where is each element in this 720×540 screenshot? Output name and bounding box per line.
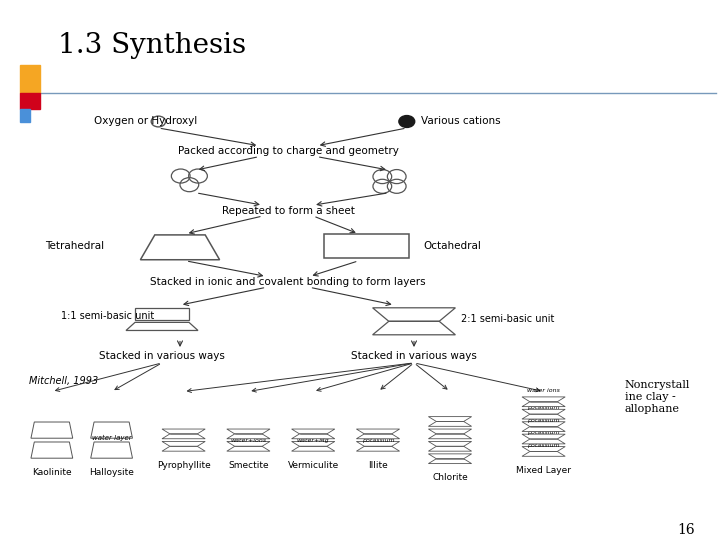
Text: 1.3 Synthesis: 1.3 Synthesis [58,32,246,59]
Polygon shape [91,422,132,438]
Text: Mixed Layer: Mixed Layer [516,466,571,475]
Bar [20,109,30,122]
Text: Stacked in various ways: Stacked in various ways [99,352,225,361]
Polygon shape [428,421,472,427]
Polygon shape [140,235,220,260]
Text: potassium: potassium [527,430,560,435]
Polygon shape [31,422,73,438]
Polygon shape [428,446,472,451]
Polygon shape [522,414,565,419]
Polygon shape [126,322,198,330]
Polygon shape [91,442,132,458]
Text: Stacked in ionic and covalent bonding to form layers: Stacked in ionic and covalent bonding to… [150,277,426,287]
Polygon shape [428,454,472,458]
Polygon shape [162,429,205,434]
Polygon shape [227,442,270,446]
Polygon shape [428,442,472,446]
Polygon shape [227,434,270,438]
Circle shape [399,116,415,127]
Polygon shape [428,458,472,463]
Polygon shape [522,402,565,407]
Text: 1:1 semi-basic unit: 1:1 semi-basic unit [61,311,155,321]
Polygon shape [227,446,270,451]
Text: water+ions: water+ions [230,437,266,443]
Text: Illite: Illite [368,461,388,470]
Polygon shape [522,447,565,451]
Polygon shape [373,308,455,321]
Polygon shape [356,434,400,438]
Polygon shape [522,427,565,431]
Polygon shape [428,429,472,434]
Polygon shape [356,442,400,446]
Bar [20,93,40,109]
Text: Various cations: Various cations [421,117,501,126]
Text: Stacked in various ways: Stacked in various ways [351,352,477,361]
Text: Octahedral: Octahedral [423,241,481,251]
Polygon shape [522,422,565,427]
Text: Oxygen or Hydroxyl: Oxygen or Hydroxyl [94,117,197,126]
Text: Pyrophyllite: Pyrophyllite [157,461,210,470]
Polygon shape [356,429,400,434]
Polygon shape [428,417,472,421]
Text: water layer: water layer [91,435,132,441]
Polygon shape [522,409,565,414]
Text: Repeated to form a sheet: Repeated to form a sheet [222,206,354,215]
Text: water+Mg: water+Mg [297,437,330,443]
Text: 2:1 semi-basic unit: 2:1 semi-basic unit [461,314,554,323]
Text: 16: 16 [678,523,695,537]
Polygon shape [227,429,270,434]
Polygon shape [162,442,205,446]
Polygon shape [522,397,565,402]
Polygon shape [373,321,455,335]
Text: potassium: potassium [527,443,560,448]
Polygon shape [292,446,335,451]
Text: water ions: water ions [527,388,560,393]
Bar [20,65,40,93]
Text: Mitchell, 1993: Mitchell, 1993 [29,376,98,386]
Polygon shape [135,308,189,320]
Text: potassium: potassium [527,406,560,410]
Bar [324,234,409,258]
Polygon shape [356,446,400,451]
Text: Tetrahedral: Tetrahedral [45,241,104,251]
Polygon shape [522,434,565,439]
Polygon shape [522,439,565,444]
Text: Halloysite: Halloysite [89,468,134,477]
Text: Kaolinite: Kaolinite [32,468,72,477]
Text: potassium: potassium [527,418,560,423]
Polygon shape [292,434,335,438]
Text: Packed according to charge and geometry: Packed according to charge and geometry [178,146,398,156]
Polygon shape [292,442,335,446]
Text: Vermiculite: Vermiculite [287,461,339,470]
Polygon shape [522,451,565,456]
Polygon shape [162,434,205,438]
Text: Noncrystall
ine clay -
allophane: Noncrystall ine clay - allophane [625,380,690,414]
Polygon shape [428,434,472,438]
Text: Smectite: Smectite [228,461,269,470]
Text: Chlorite: Chlorite [432,473,468,482]
Polygon shape [31,442,73,458]
Polygon shape [162,446,205,451]
Polygon shape [292,429,335,434]
Text: potassium: potassium [361,437,395,443]
